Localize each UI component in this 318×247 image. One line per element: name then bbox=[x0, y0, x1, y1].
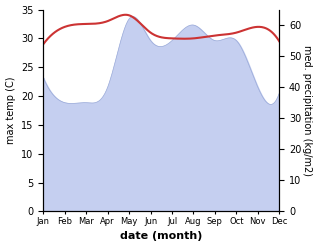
Y-axis label: med. precipitation (kg/m2): med. precipitation (kg/m2) bbox=[302, 45, 313, 176]
Y-axis label: max temp (C): max temp (C) bbox=[5, 77, 16, 144]
X-axis label: date (month): date (month) bbox=[120, 231, 203, 242]
